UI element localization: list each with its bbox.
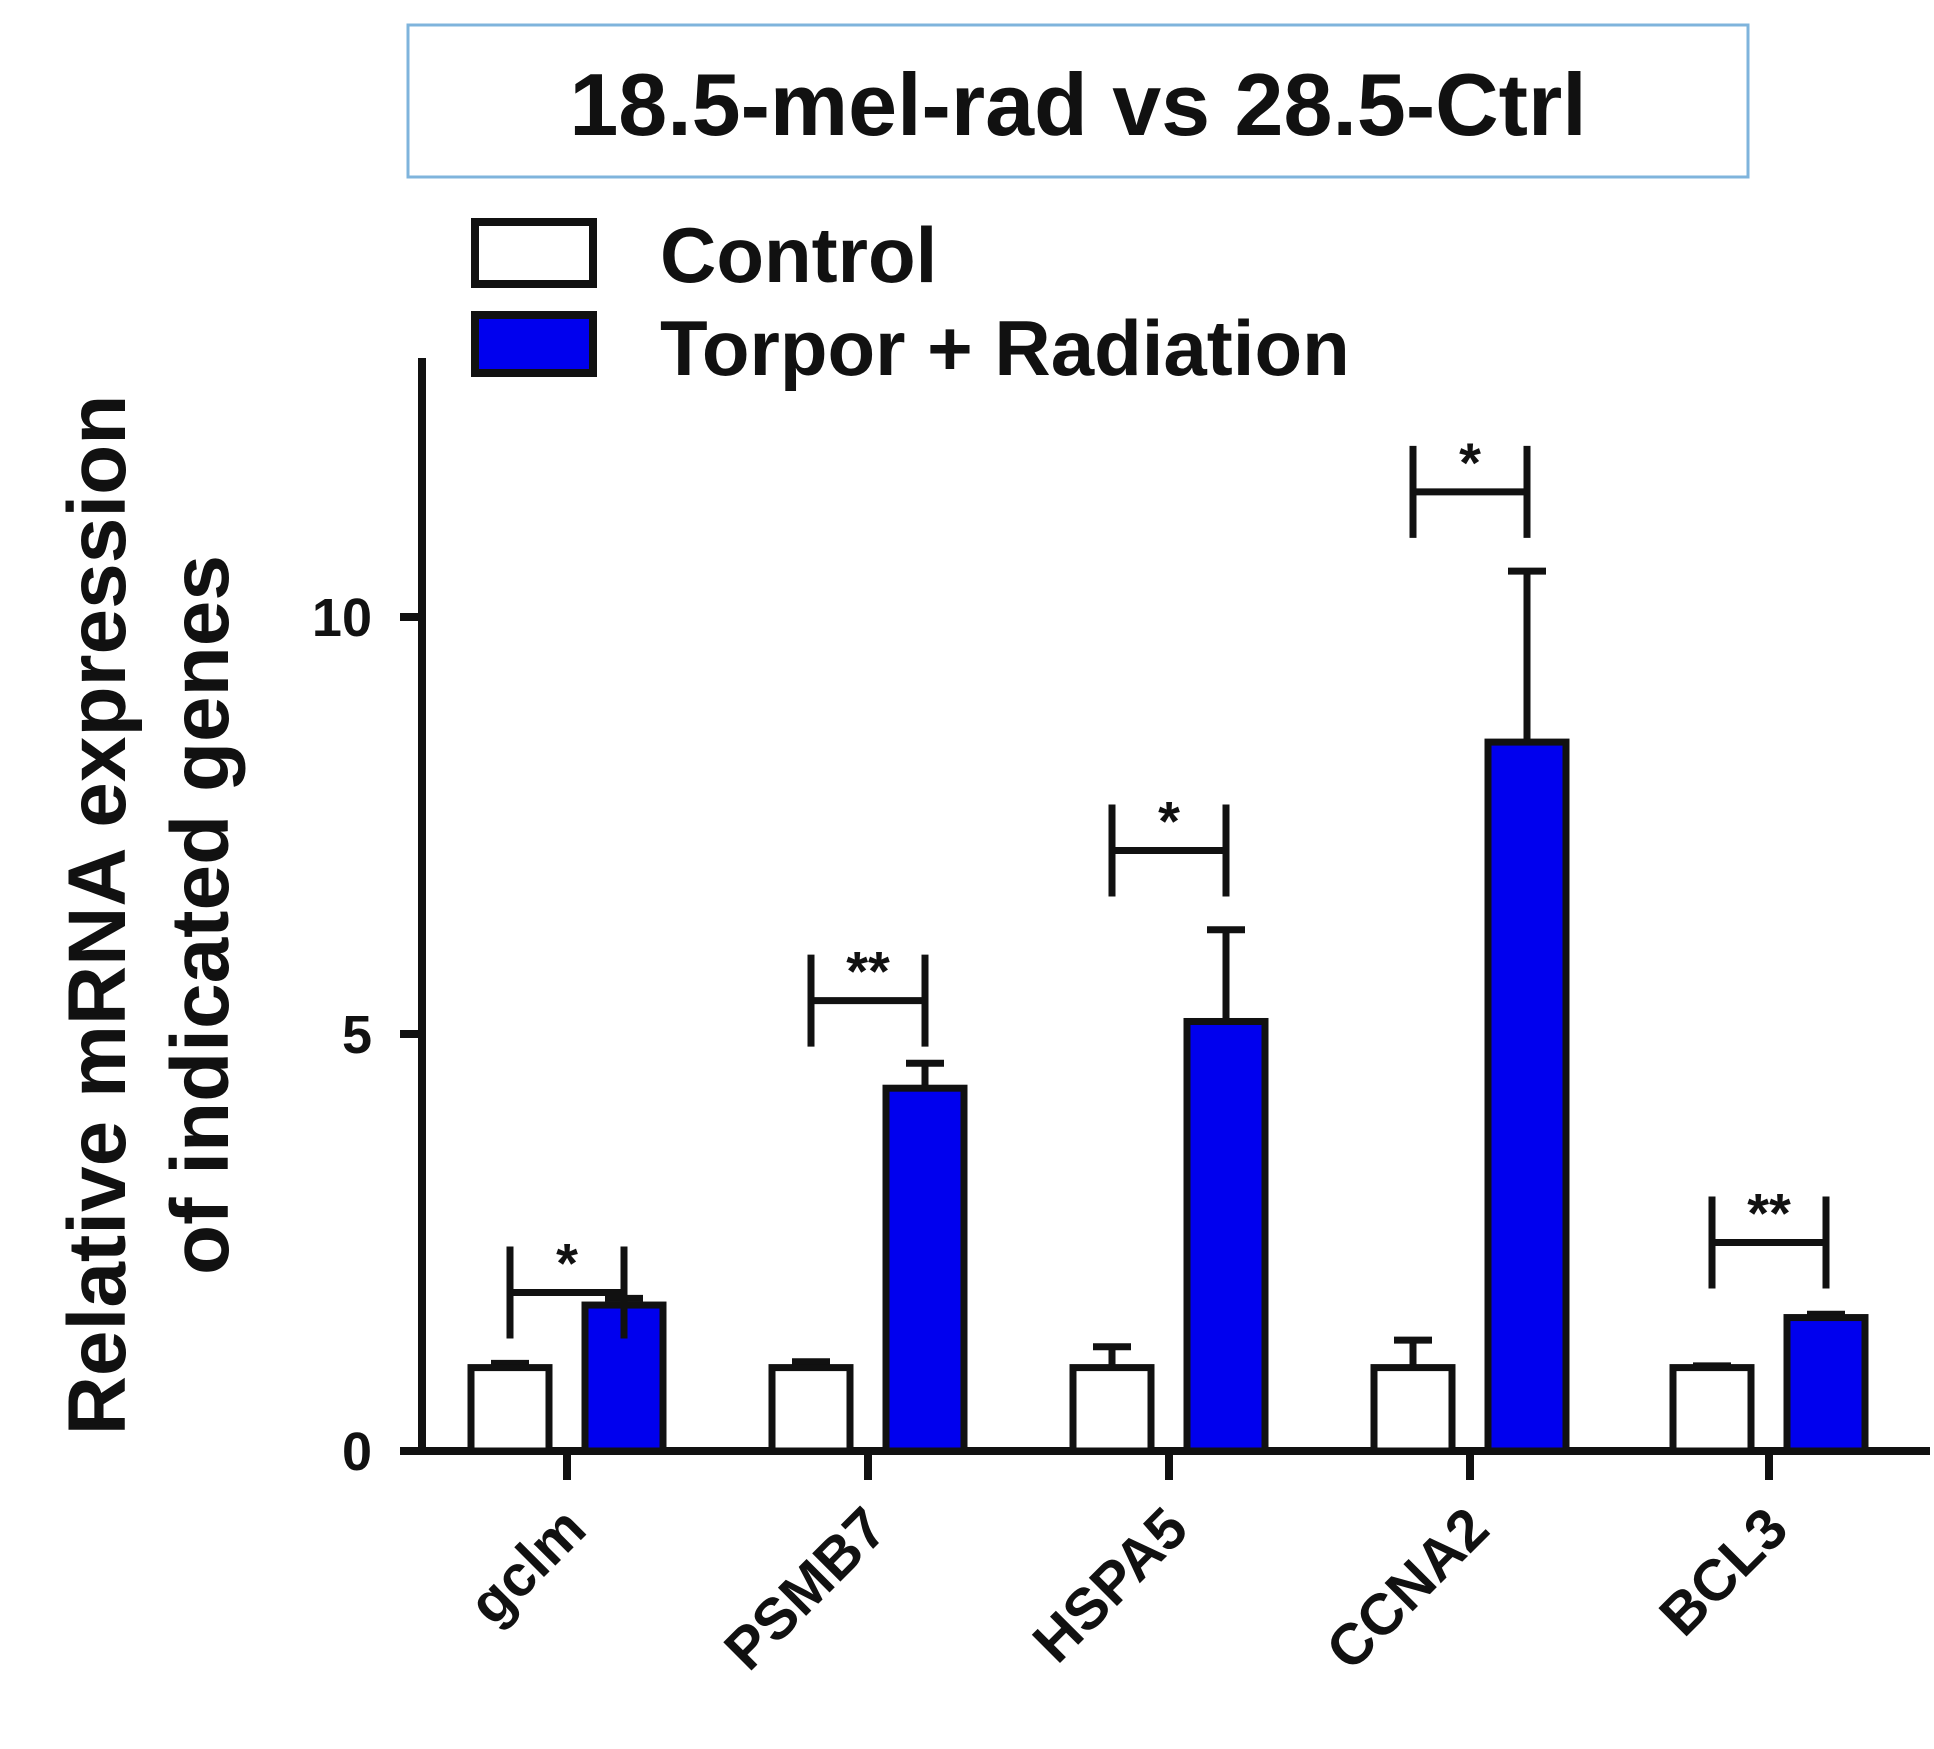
legend-label-control: Control <box>660 211 937 299</box>
significance-label: * <box>1158 790 1180 853</box>
x-tick-label: BCL3 <box>1647 1495 1800 1648</box>
bar-ccna2-torpor-radiation <box>1484 738 1570 1455</box>
bar-hspa5-control <box>1069 1364 1155 1455</box>
significance-label: * <box>1459 431 1481 494</box>
bar-ccna2-control <box>1370 1364 1456 1455</box>
bar-gclm-control <box>467 1364 553 1455</box>
significance-label: ** <box>1747 1182 1791 1245</box>
y-tick-label: 10 <box>312 588 372 648</box>
legend-label-torpor-radiation: Torpor + Radiation <box>660 304 1350 392</box>
significance-label: * <box>556 1232 578 1295</box>
x-tick-label: CCNA2 <box>1314 1495 1501 1682</box>
bar-psmb7-torpor-radiation <box>882 1084 968 1455</box>
bar-hspa5-torpor-radiation <box>1183 1017 1269 1455</box>
bar-bcl3-control <box>1669 1364 1755 1455</box>
significance-label: ** <box>846 940 890 1003</box>
y-axis-label-line-2: of indicated genes <box>155 555 246 1275</box>
bar-bcl3-torpor-radiation <box>1783 1314 1869 1455</box>
bar-psmb7-control <box>768 1364 854 1455</box>
x-tick-label: HSPA5 <box>1021 1495 1201 1675</box>
y-axis-label-line-1: Relative mRNA expression <box>52 395 143 1436</box>
title-box <box>406 23 1750 179</box>
y-tick-label: 5 <box>342 1005 372 1065</box>
chart-title: 18.5-mel-rad vs 28.5-Ctrl <box>569 55 1586 154</box>
x-tick-label: PSMB7 <box>712 1495 899 1682</box>
y-tick-label: 0 <box>342 1422 372 1482</box>
x-tick-label: gclm <box>457 1495 599 1637</box>
legend-swatch-torpor-radiation <box>471 311 597 377</box>
legend-swatch-control <box>471 218 597 288</box>
